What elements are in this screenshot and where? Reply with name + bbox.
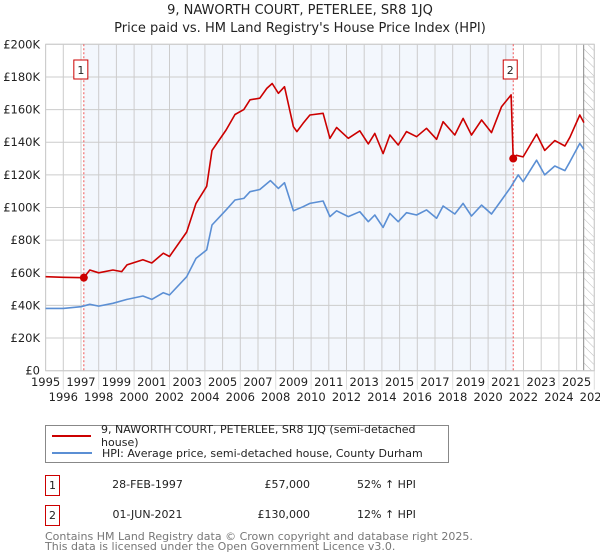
y-tick-label: £40K	[11, 298, 41, 312]
y-tick-label: £120K	[3, 168, 40, 182]
x-tick-label: 2009	[279, 375, 308, 389]
legend-label: 9, NAWORTH COURT, PETERLEE, SR8 1JQ (sem…	[101, 423, 416, 449]
x-tick-label: 1995	[31, 375, 60, 389]
sale-point	[79, 273, 88, 282]
x-tick-label: 2025	[562, 375, 591, 389]
legend: 9, NAWORTH COURT, PETERLEE, SR8 1JQ (sem…	[45, 423, 449, 463]
x-tick-label: 2006	[226, 390, 255, 404]
legend-item-hpi: HPI: Average price, semi-detached house,…	[52, 445, 423, 461]
chart-title: 9, NAWORTH COURT, PETERLEE, SR8 1JQ	[167, 3, 433, 18]
chart-subtitle: Price paid vs. HM Land Registry's House …	[114, 21, 486, 36]
transaction-hpi: 52% ↑ HPI	[357, 478, 416, 491]
sale-badge	[502, 59, 518, 80]
transaction-badge: 2	[45, 505, 60, 526]
x-tick-label: 2023	[527, 375, 556, 389]
x-tick-label: 2011	[314, 375, 343, 389]
transaction-hpi: 12% ↑ HPI	[357, 508, 416, 521]
x-tick-label: 1999	[102, 375, 131, 389]
x-tick-label: 2014	[367, 390, 396, 404]
x-tick-label: 2003	[173, 375, 202, 389]
legend-swatch-blue	[52, 452, 92, 454]
transaction-row: 2 01-JUN-2021 £130,000 12% ↑ HPI	[45, 505, 465, 527]
transaction-date: 01-JUN-2021	[112, 508, 183, 521]
price-chart: 1 219951996199719981999200020012002200320…	[3, 37, 600, 404]
x-tick-label: 2022	[509, 390, 538, 404]
x-tick-label: 1996	[49, 390, 78, 404]
footer-copyright: Contains HM Land Registry data © Crown c…	[45, 530, 473, 543]
hpi-series-line	[45, 142, 585, 310]
x-tick-label: 2024	[544, 390, 573, 404]
transaction-row: 1 28-FEB-1997 £57,000 52% ↑ HPI	[45, 475, 465, 497]
sale-point	[509, 154, 518, 163]
y-tick-label: £20K	[11, 331, 41, 345]
x-tick-label: 2010	[296, 390, 325, 404]
x-tick-label: 2004	[190, 390, 219, 404]
x-tick-label: 2005	[208, 375, 237, 389]
transaction-date: 28-FEB-1997	[112, 478, 183, 491]
x-tick-label: 1997	[66, 375, 95, 389]
x-tick-label: 2013	[350, 375, 379, 389]
sale-badge-label: 1	[77, 64, 84, 77]
x-tick-label: 2015	[385, 375, 414, 389]
x-tick-label: 2012	[332, 390, 361, 404]
property-series-line	[45, 82, 585, 279]
x-tick-label: 2019	[456, 375, 485, 389]
y-tick-label: £160K	[3, 103, 40, 117]
y-tick-label: £100K	[3, 201, 40, 215]
x-tick-label: 2021	[491, 375, 520, 389]
y-tick-label: £60K	[11, 266, 41, 280]
x-tick-label: 2008	[261, 390, 290, 404]
x-tick-label: 2016	[403, 390, 432, 404]
x-tick-label: 2002	[155, 390, 184, 404]
footer-licence: This data is licensed under the Open Gov…	[45, 540, 396, 553]
legend-item-property: 9, NAWORTH COURT, PETERLEE, SR8 1JQ (sem…	[52, 423, 448, 449]
transaction-price: £130,000	[257, 508, 311, 521]
x-tick-label: 2007	[243, 375, 272, 389]
y-tick-label: £180K	[3, 70, 40, 84]
plot-border	[45, 43, 595, 372]
y-tick-label: £140K	[3, 135, 40, 149]
sale-badge	[73, 59, 89, 80]
y-tick-label: £80K	[11, 233, 41, 247]
transaction-badge: 1	[45, 475, 60, 496]
y-tick-label: £200K	[3, 37, 40, 51]
transaction-price: £57,000	[264, 478, 311, 491]
legend-swatch-red	[52, 435, 92, 437]
x-tick-label: 2001	[137, 375, 166, 389]
x-tick-label: 2026	[580, 390, 600, 404]
x-tick-label: 1998	[84, 390, 113, 404]
y-tick-label: £0	[25, 364, 40, 378]
legend-label: HPI: Average price, semi-detached house,…	[102, 446, 423, 460]
sale-badge-label: 2	[507, 64, 514, 77]
x-tick-label: 2017	[420, 375, 449, 389]
x-tick-label: 2018	[438, 390, 467, 404]
x-tick-label: 2020	[473, 390, 502, 404]
x-tick-label: 2000	[119, 390, 148, 404]
